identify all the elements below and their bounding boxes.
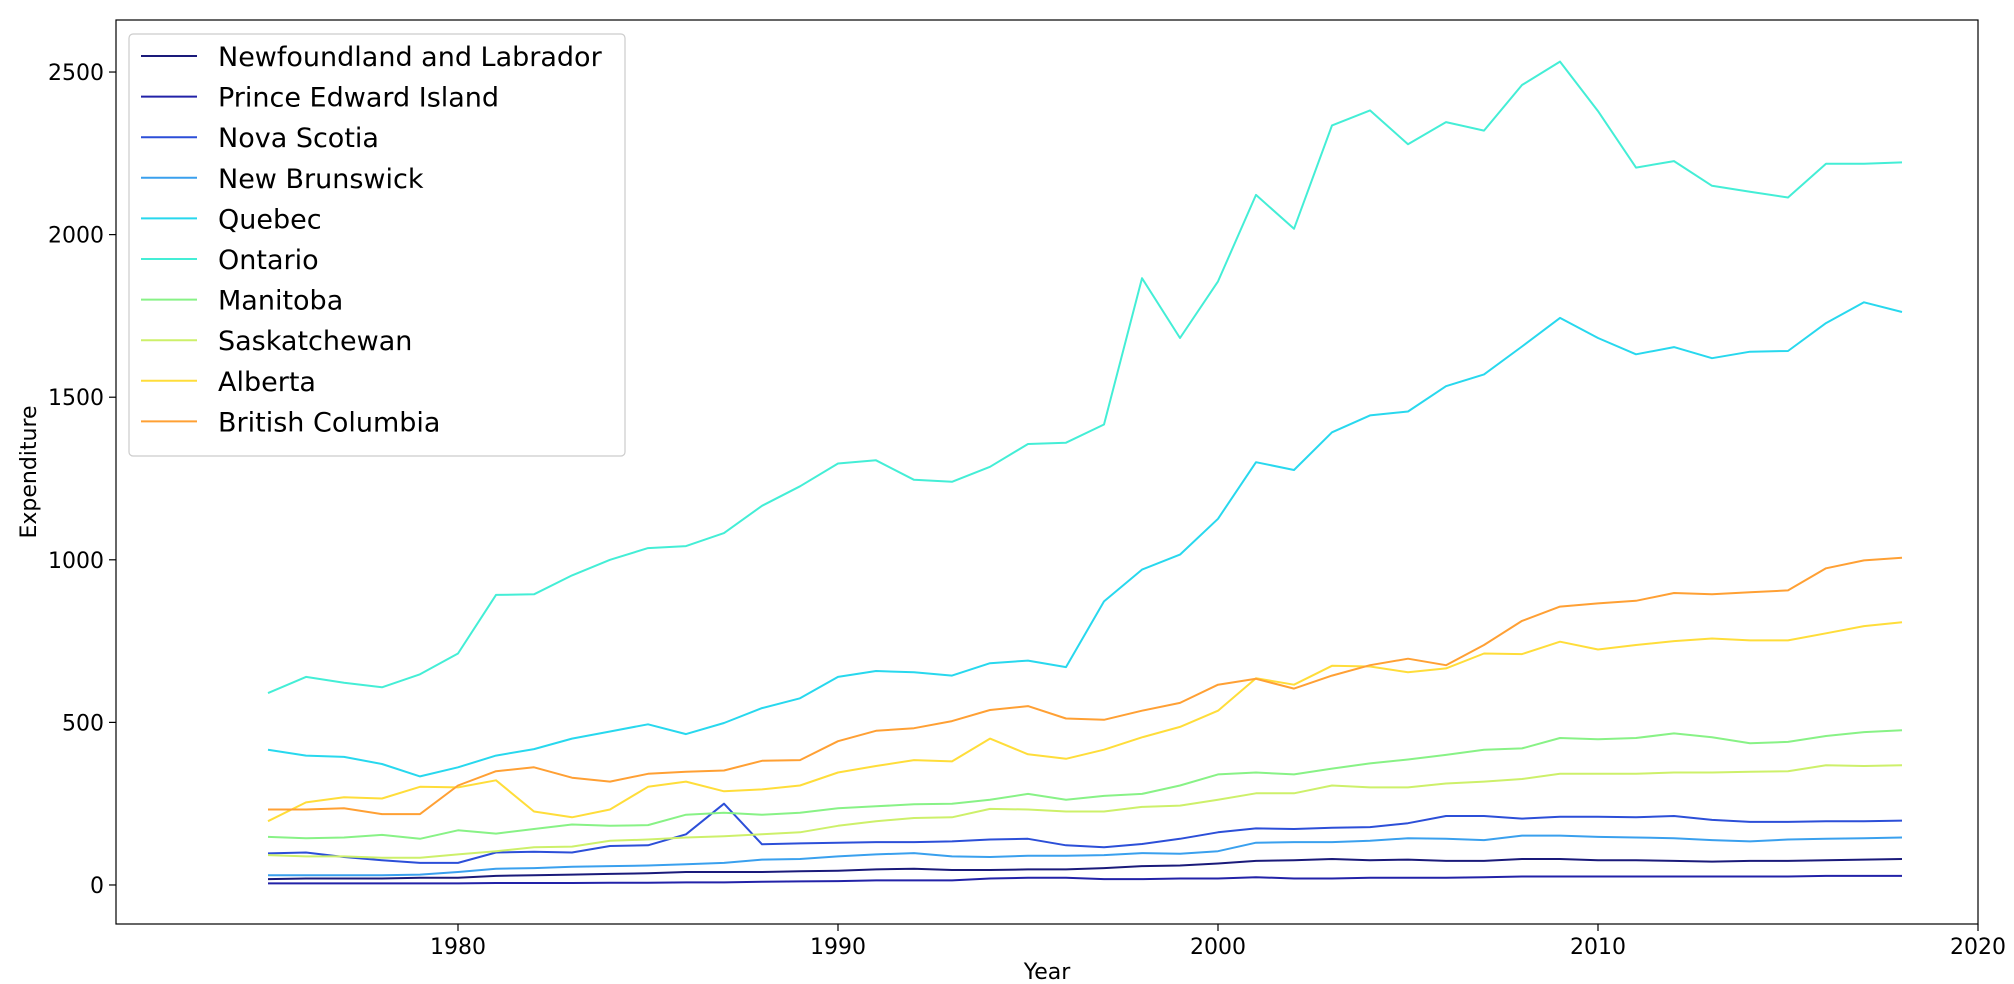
y-axis-ticks: 0 500 1000 1500 2000 2500 <box>48 61 116 899</box>
series-line-7 <box>267 764 1903 859</box>
series-lines <box>267 60 1903 885</box>
y-tick-label: 1500 <box>48 386 104 411</box>
legend-label-6: Manitoba <box>218 286 343 317</box>
legend-label-9: British Columbia <box>218 407 440 438</box>
series-line-4 <box>267 301 1903 778</box>
y-tick-label: 500 <box>62 711 104 736</box>
legend-label-7: Saskatchewan <box>218 326 412 357</box>
legend-label-4: Quebec <box>218 204 322 235</box>
x-tick-label: 1990 <box>810 935 866 960</box>
series-line-5 <box>267 60 1903 695</box>
legend-label-3: New Brunswick <box>218 164 424 195</box>
y-tick-label: 2000 <box>48 224 104 249</box>
y-axis-label: Expenditure <box>17 405 42 538</box>
x-axis-ticks: 1980 1990 2000 2010 2020 <box>430 924 2006 960</box>
series-line-1 <box>268 874 1902 885</box>
series-line-3 <box>268 834 1903 877</box>
x-tick-label: 2000 <box>1190 935 1246 960</box>
series-line-6 <box>267 729 1903 840</box>
y-tick-label: 2500 <box>48 61 104 86</box>
series-line-9 <box>268 556 1903 816</box>
x-tick-label: 2020 <box>1950 935 2006 960</box>
x-axis-label: Year <box>1023 960 1072 984</box>
legend-box <box>128 33 626 457</box>
legend-label-1: Prince Edward Island <box>218 83 499 114</box>
x-tick-label: 2010 <box>1570 935 1626 960</box>
series-line-2 <box>267 802 1903 864</box>
plot-area-frame <box>115 19 1979 925</box>
series-line-0 <box>267 858 1903 881</box>
x-tick-label: 1980 <box>430 935 486 960</box>
legend-label-5: Ontario <box>218 245 319 276</box>
legend: Newfoundland and Labrador Prince Edward I… <box>128 33 626 457</box>
legend-items: Newfoundland and Labrador Prince Edward I… <box>141 42 603 438</box>
y-tick-label: 1000 <box>48 549 104 574</box>
legend-label-0: Newfoundland and Labrador <box>218 42 603 73</box>
legend-label-2: Nova Scotia <box>218 123 379 154</box>
legend-label-8: Alberta <box>218 367 316 398</box>
y-tick-label: 0 <box>90 874 104 899</box>
series-line-8 <box>267 621 1903 823</box>
